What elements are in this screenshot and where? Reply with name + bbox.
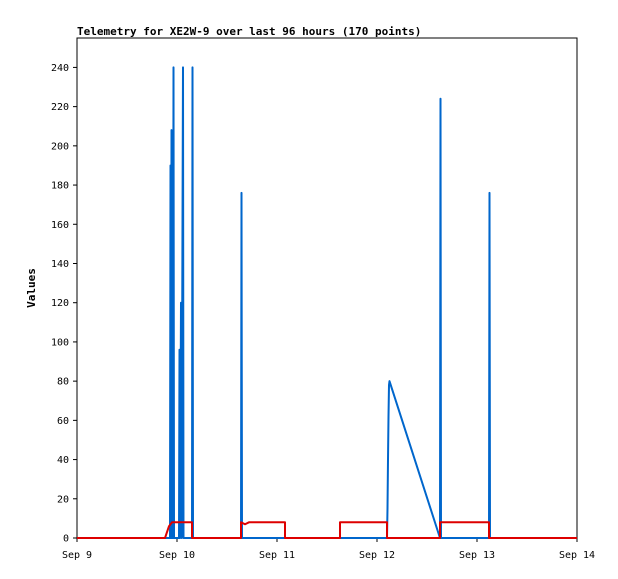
y-tick-label: 240 xyxy=(51,63,69,74)
y-tick-label: 120 xyxy=(51,298,69,309)
y-tick-label: 160 xyxy=(51,220,69,231)
series-line-2 xyxy=(77,521,577,539)
y-tick-label: 180 xyxy=(51,181,69,192)
y-tick-label: 80 xyxy=(57,377,69,388)
x-tick-label: Sep 12 xyxy=(359,550,395,561)
y-tick-label: 20 xyxy=(57,494,69,505)
y-tick-label: 140 xyxy=(51,259,69,270)
y-tick-label: 100 xyxy=(51,337,69,348)
y-tick-label: 200 xyxy=(51,141,69,152)
y-tick-label: 0 xyxy=(63,534,69,545)
plot-area xyxy=(76,37,578,539)
y-axis: 0 20 40 60 80 100 120 140 160 180 200 220 240 xyxy=(51,63,77,545)
x-tick-label: Sep 11 xyxy=(259,550,295,561)
y-tick-label: 60 xyxy=(57,416,69,427)
y-tick-label: 40 xyxy=(57,455,69,466)
x-tick-label: Sep 10 xyxy=(159,550,195,561)
x-tick-label: Sep 14 xyxy=(559,550,595,561)
y-axis-label: Values xyxy=(25,268,38,308)
x-axis: Sep 9 Sep 10 Sep 11 Sep 12 Sep 13 Sep 14 xyxy=(62,538,595,561)
x-tick-label: Sep 9 xyxy=(62,550,92,561)
series-line-1 xyxy=(77,66,577,539)
x-tick-label: Sep 13 xyxy=(459,550,495,561)
series-group xyxy=(77,66,577,539)
y-tick-label: 220 xyxy=(51,102,69,113)
chart-title: Telemetry for XE2W-9 over last 96 hours … xyxy=(77,25,421,38)
